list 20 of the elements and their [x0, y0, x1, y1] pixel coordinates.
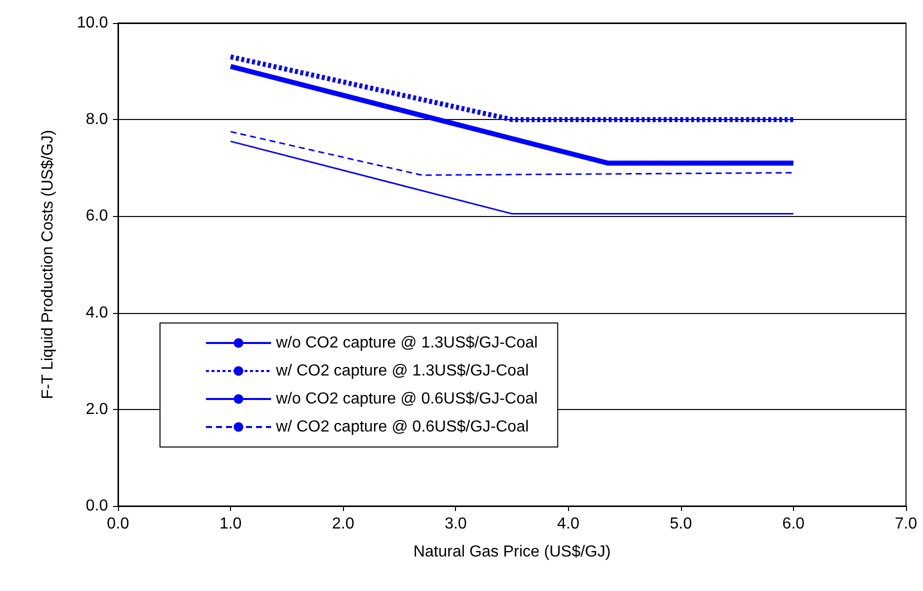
x-tick-label: 7.0: [894, 516, 918, 532]
x-tick-label: 1.0: [219, 516, 242, 532]
y-tick-label: 8.0: [86, 111, 108, 128]
legend-label: w/ CO2 capture @ 0.6US$/GJ-Coal: [275, 418, 529, 436]
y-tick-label: 6.0: [86, 208, 108, 225]
y-axis-title: F-T Liquid Production Costs (US$/GJ): [40, 130, 56, 400]
y-tick-label: 10.0: [76, 14, 108, 32]
x-axis-title: Natural Gas Price (US$/GJ): [413, 544, 611, 560]
legend-label: w/o CO2 capture @ 1.3US$/GJ-Coal: [275, 334, 538, 352]
x-tick-label: 3.0: [444, 516, 467, 532]
y-tick-label: 2.0: [86, 400, 108, 418]
x-tick-label: 0.0: [106, 516, 130, 532]
y-tick-label: 4.0: [86, 304, 108, 322]
legend-label: w/o CO2 capture @ 0.6US$/GJ-Coal: [275, 390, 538, 408]
y-tick-label: 0.0: [86, 498, 108, 514]
x-tick-label: 6.0: [782, 516, 805, 532]
x-tick-label: 4.0: [557, 516, 580, 532]
x-tick-label: 2.0: [332, 516, 354, 532]
x-tick-label: 5.0: [670, 516, 692, 532]
legend-label: w/ CO2 capture @ 1.3US$/GJ-Coal: [275, 362, 529, 380]
